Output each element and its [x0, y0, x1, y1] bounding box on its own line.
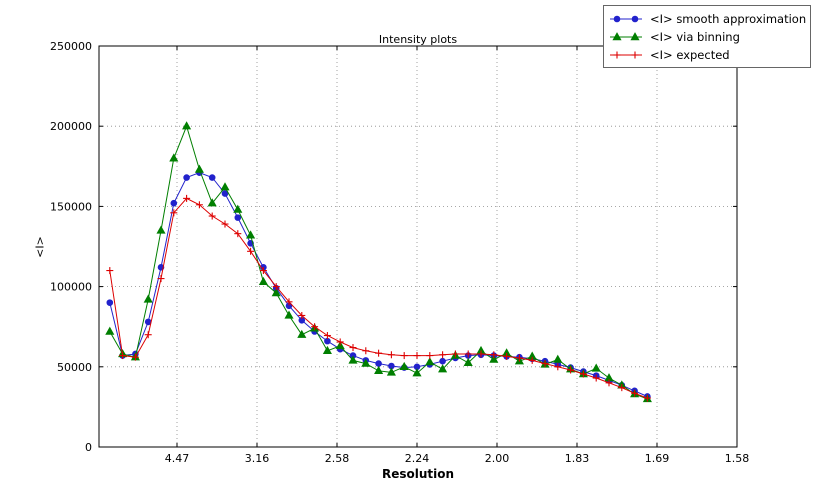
- x-tick-label: 1.58: [725, 452, 750, 465]
- x-tick-label: 3.16: [245, 452, 270, 465]
- legend-item: <I> expected: [608, 46, 804, 64]
- series-0: [106, 169, 651, 400]
- legend-label: <I> via binning: [650, 30, 740, 44]
- y-tick-label: 100000: [50, 281, 92, 294]
- series-1: [105, 121, 652, 403]
- legend-item: <I> smooth approximation: [608, 10, 807, 28]
- x-tick-label: 1.83: [565, 452, 590, 465]
- grid: [99, 45, 738, 448]
- axis-ticks: [99, 45, 738, 448]
- series-line: [109, 124, 648, 400]
- series-markers: [105, 121, 652, 403]
- chart-title: Intensity plots: [378, 33, 458, 46]
- x-tick-label: 4.47: [165, 452, 190, 465]
- legend-label: <I> smooth approximation: [650, 12, 807, 26]
- tick-labels: 4.47 3.16 2.58 2.24 2.00 1.83 1.69 1.58 0 50000 10…: [50, 40, 749, 465]
- legend-item: <I> via binning: [608, 28, 804, 46]
- y-tick-label: 250000: [50, 40, 92, 53]
- y-tick-label: 0: [85, 441, 92, 454]
- series-markers: [106, 194, 651, 402]
- axes-frame: [98, 45, 738, 448]
- legend-label: <I> expected: [650, 48, 730, 62]
- series-2: [106, 194, 651, 402]
- x-tick-label: 2.24: [405, 452, 430, 465]
- x-axis-label: Resolution: [381, 467, 455, 481]
- legend-marker-sample: [610, 32, 642, 41]
- x-tick-label: 2.58: [325, 452, 350, 465]
- x-tick-label: 2.00: [485, 452, 510, 465]
- x-tick-label: 1.69: [645, 452, 670, 465]
- y-tick-label: 200000: [50, 120, 92, 133]
- y-tick-label: 150000: [50, 200, 92, 213]
- legend-marker-sample: [610, 15, 642, 23]
- series-markers: [106, 169, 651, 400]
- y-axis-label: <I>: [33, 236, 47, 258]
- legend: <I> smooth approximation <I> via binning <…: [603, 5, 811, 68]
- legend-marker-sample: [610, 51, 642, 59]
- y-tick-label: 50000: [57, 361, 92, 374]
